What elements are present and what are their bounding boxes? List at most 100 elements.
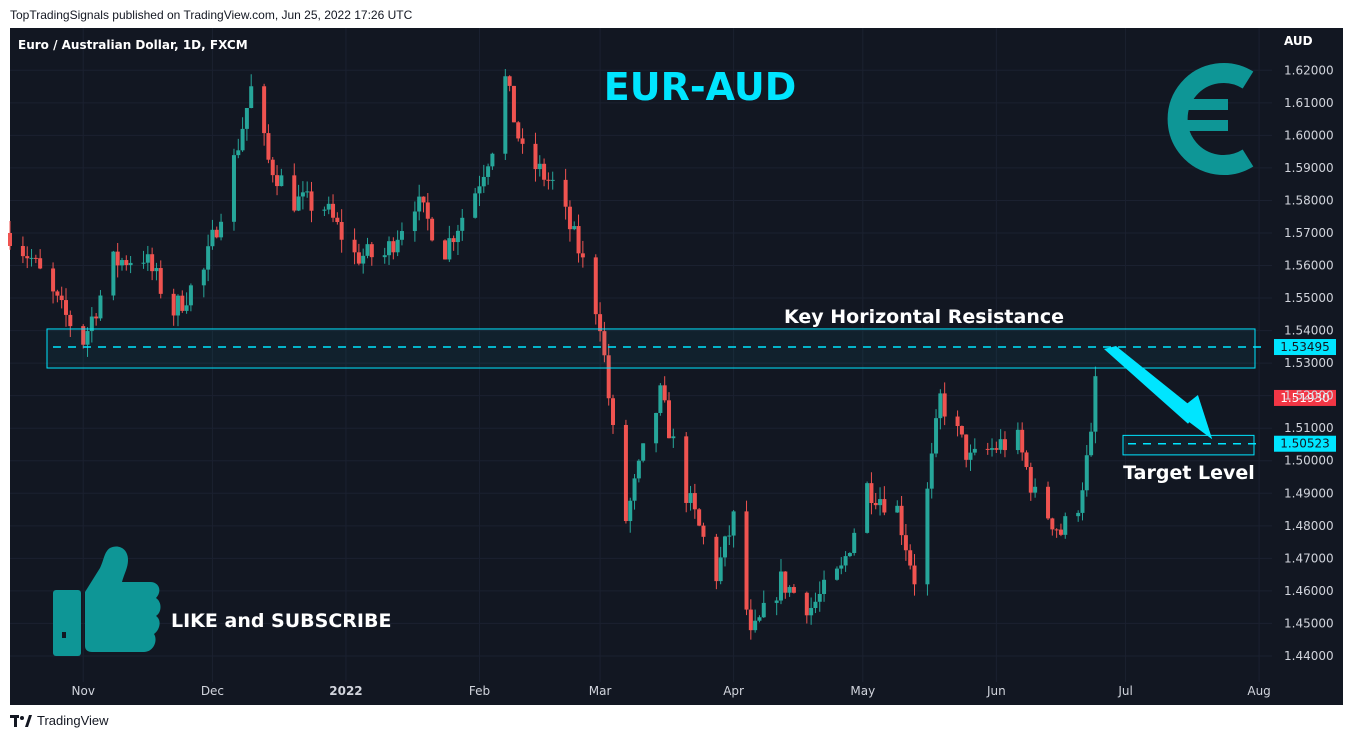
candle-body xyxy=(899,505,904,536)
candle-body xyxy=(809,607,814,616)
candle-body xyxy=(692,493,697,510)
candle-body xyxy=(598,314,603,332)
candle-body xyxy=(671,436,676,439)
x-tick-label: Mar xyxy=(589,684,612,698)
price-tag xyxy=(1274,389,1336,406)
candle-body xyxy=(275,175,280,187)
candle-body xyxy=(791,587,796,593)
candle-body xyxy=(38,258,43,269)
euro-icon xyxy=(1167,63,1254,175)
candle-body xyxy=(813,601,818,608)
y-tick-label: 1.59000 xyxy=(1284,161,1334,175)
overlay-layer: Key Horizontal Resistance Target Level 1.5… xyxy=(46,306,1336,484)
y-tick-label: 1.54000 xyxy=(1284,324,1334,338)
candle-body xyxy=(684,436,689,503)
candle-body xyxy=(748,609,753,631)
candle-body xyxy=(322,209,327,211)
candle-body xyxy=(1084,455,1089,491)
candle-body xyxy=(395,239,400,253)
candle-body xyxy=(412,211,417,232)
y-tick-label: 1.45000 xyxy=(1284,616,1334,630)
candle-body xyxy=(421,196,426,203)
candle-body xyxy=(33,257,38,259)
price-tag-label: 1.50523 xyxy=(1280,437,1330,451)
candle-body xyxy=(1089,431,1094,456)
candle-body xyxy=(236,150,241,156)
candle-body xyxy=(727,535,732,537)
y-tick-label: 1.60000 xyxy=(1284,128,1334,142)
candle-body xyxy=(985,448,990,450)
candle-body xyxy=(994,448,999,450)
candle-body xyxy=(171,293,176,316)
candle-body xyxy=(580,253,585,258)
candle-body xyxy=(124,260,129,266)
candle-body xyxy=(89,316,94,332)
candle-body xyxy=(632,478,637,501)
candle-body xyxy=(180,295,185,311)
candle-body xyxy=(654,412,659,444)
x-tick-label: Jun xyxy=(986,684,1006,698)
candle-body xyxy=(326,203,331,210)
y-tick-label: 1.62000 xyxy=(1284,63,1334,77)
footer-brand: TradingView xyxy=(37,713,109,728)
candle-body xyxy=(520,138,525,144)
candle-body xyxy=(628,500,633,522)
candle-body xyxy=(576,226,581,254)
candle-body xyxy=(240,128,245,151)
y-tick-label: 1.57000 xyxy=(1284,226,1334,240)
candle-body xyxy=(184,305,189,311)
candle-body xyxy=(490,153,495,167)
candle-body xyxy=(296,196,301,211)
candle-body xyxy=(731,511,736,536)
candle-body xyxy=(563,179,568,207)
candle-body xyxy=(1028,467,1033,493)
candle-body xyxy=(593,257,598,315)
candle-body xyxy=(219,221,224,238)
candle-body xyxy=(873,503,878,506)
candle-body xyxy=(503,76,508,154)
candle-body xyxy=(869,483,874,504)
candle-body xyxy=(1024,452,1029,468)
candle-body xyxy=(94,316,99,319)
candle-body xyxy=(1002,439,1007,451)
candle-body xyxy=(387,241,392,256)
y-tick-label: 1.55000 xyxy=(1284,291,1334,305)
candle-body xyxy=(29,257,34,259)
y-tick-label: 1.58000 xyxy=(1284,193,1334,207)
candle-body xyxy=(25,256,30,259)
candle-body xyxy=(550,179,555,181)
y-tick-label: 1.47000 xyxy=(1284,551,1334,565)
candle-body xyxy=(63,300,68,315)
candle-body xyxy=(602,331,607,356)
price-tag xyxy=(1274,435,1336,452)
candle-body xyxy=(279,175,284,187)
candle-body xyxy=(417,196,422,212)
tradingview-logo-icon xyxy=(10,714,32,727)
candle-body xyxy=(778,571,783,601)
y-tick-label: 1.48000 xyxy=(1284,519,1334,533)
candle-body xyxy=(688,493,693,503)
candle-body xyxy=(158,268,163,294)
x-tick-label: Feb xyxy=(469,684,490,698)
like-subscribe-text: LIKE and SUBSCRIBE xyxy=(171,610,391,632)
candle-body xyxy=(150,254,155,272)
candle-body xyxy=(486,166,491,177)
price-tag xyxy=(1274,339,1336,356)
x-tick-label: Apr xyxy=(723,684,744,698)
candle-body xyxy=(934,418,939,454)
candle-body xyxy=(697,509,702,526)
candle-body xyxy=(903,535,908,551)
candle-body xyxy=(623,424,628,522)
chart-frame[interactable] xyxy=(10,28,1343,705)
candle-body xyxy=(20,245,25,257)
candle-body xyxy=(119,260,124,266)
candle-body xyxy=(399,231,404,240)
candle-body xyxy=(1050,518,1055,530)
candle-body xyxy=(266,133,271,160)
candle-body xyxy=(154,268,159,272)
candle-body xyxy=(145,254,150,263)
candle-body xyxy=(895,505,900,513)
candle-body xyxy=(382,255,387,258)
candle-body xyxy=(391,241,396,253)
